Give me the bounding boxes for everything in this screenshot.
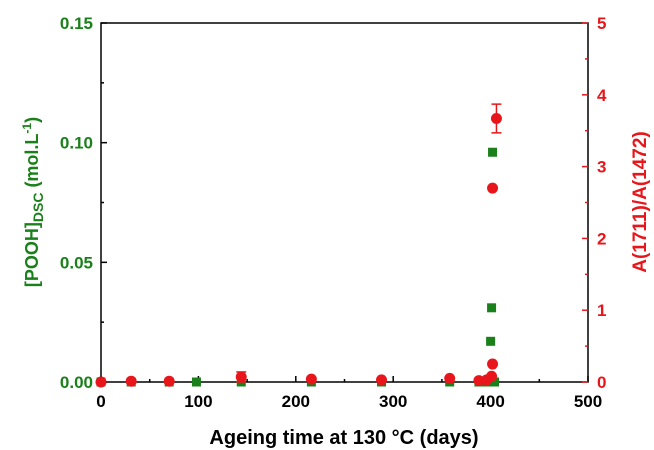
ratio-circle-point [444,372,456,384]
x-tick-label: 300 [379,392,407,411]
ratio-circle-point [163,375,175,387]
x-tick-label: 0 [96,392,105,411]
tick-labels: 0 100 200 300 400 500 0.00 0.05 0.10 0.15 0 1 2 3 4 5 [60,14,607,411]
ratio-circle-point [490,112,502,124]
pooh-square-point [488,147,498,157]
right-y-tick-label: 2 [597,229,606,248]
left-y-tick-label: 0.10 [60,134,93,153]
left-axis-label-sub: DSC [30,193,46,223]
right-y-tick-label: 5 [597,14,606,33]
ratio-circle-point [376,374,388,386]
left-y-tick-label: 0.05 [60,253,93,272]
left-axis-label-sup: -1 [20,123,34,134]
x-axis-label: Ageing time at 130 °C (days) [209,427,478,449]
x-tick-label: 500 [574,392,602,411]
left-y-tick-label: 0.00 [60,373,93,392]
left-axis-label-close: ) [22,117,42,123]
right-y-tick-label: 4 [597,86,607,105]
right-axis-label: A(1711)/A(1472) [630,131,651,273]
left-y-tick-label: 0.15 [60,14,93,33]
left-axis-label: [POOH]DSC (mol.L-1) [20,117,46,287]
ratio-circle-point [487,358,499,370]
right-y-tick-label: 1 [597,301,606,320]
ratio-circle-point [235,371,247,383]
left-axis-label-unit: (mol.L [22,134,42,193]
x-tick-label: 200 [282,392,310,411]
right-y-tick-label: 0 [597,373,606,392]
data-marks [95,103,502,388]
ratio-circle-point [95,376,107,388]
ticks [100,22,589,383]
pooh-square-point [191,377,201,387]
pooh-square-point [486,336,496,346]
pooh-square-point [487,303,497,313]
x-tick-label: 100 [184,392,212,411]
ratio-circle-point [305,373,317,385]
left-axis-label-main: [POOH] [22,222,42,287]
ratio-circle-point [486,370,498,382]
pooh-square-point [489,377,499,387]
plot-frame [100,22,589,383]
ratio-circle-point [125,375,137,387]
x-tick-label: 400 [476,392,504,411]
ratio-circle-point [487,182,499,194]
right-y-tick-label: 3 [597,158,606,177]
